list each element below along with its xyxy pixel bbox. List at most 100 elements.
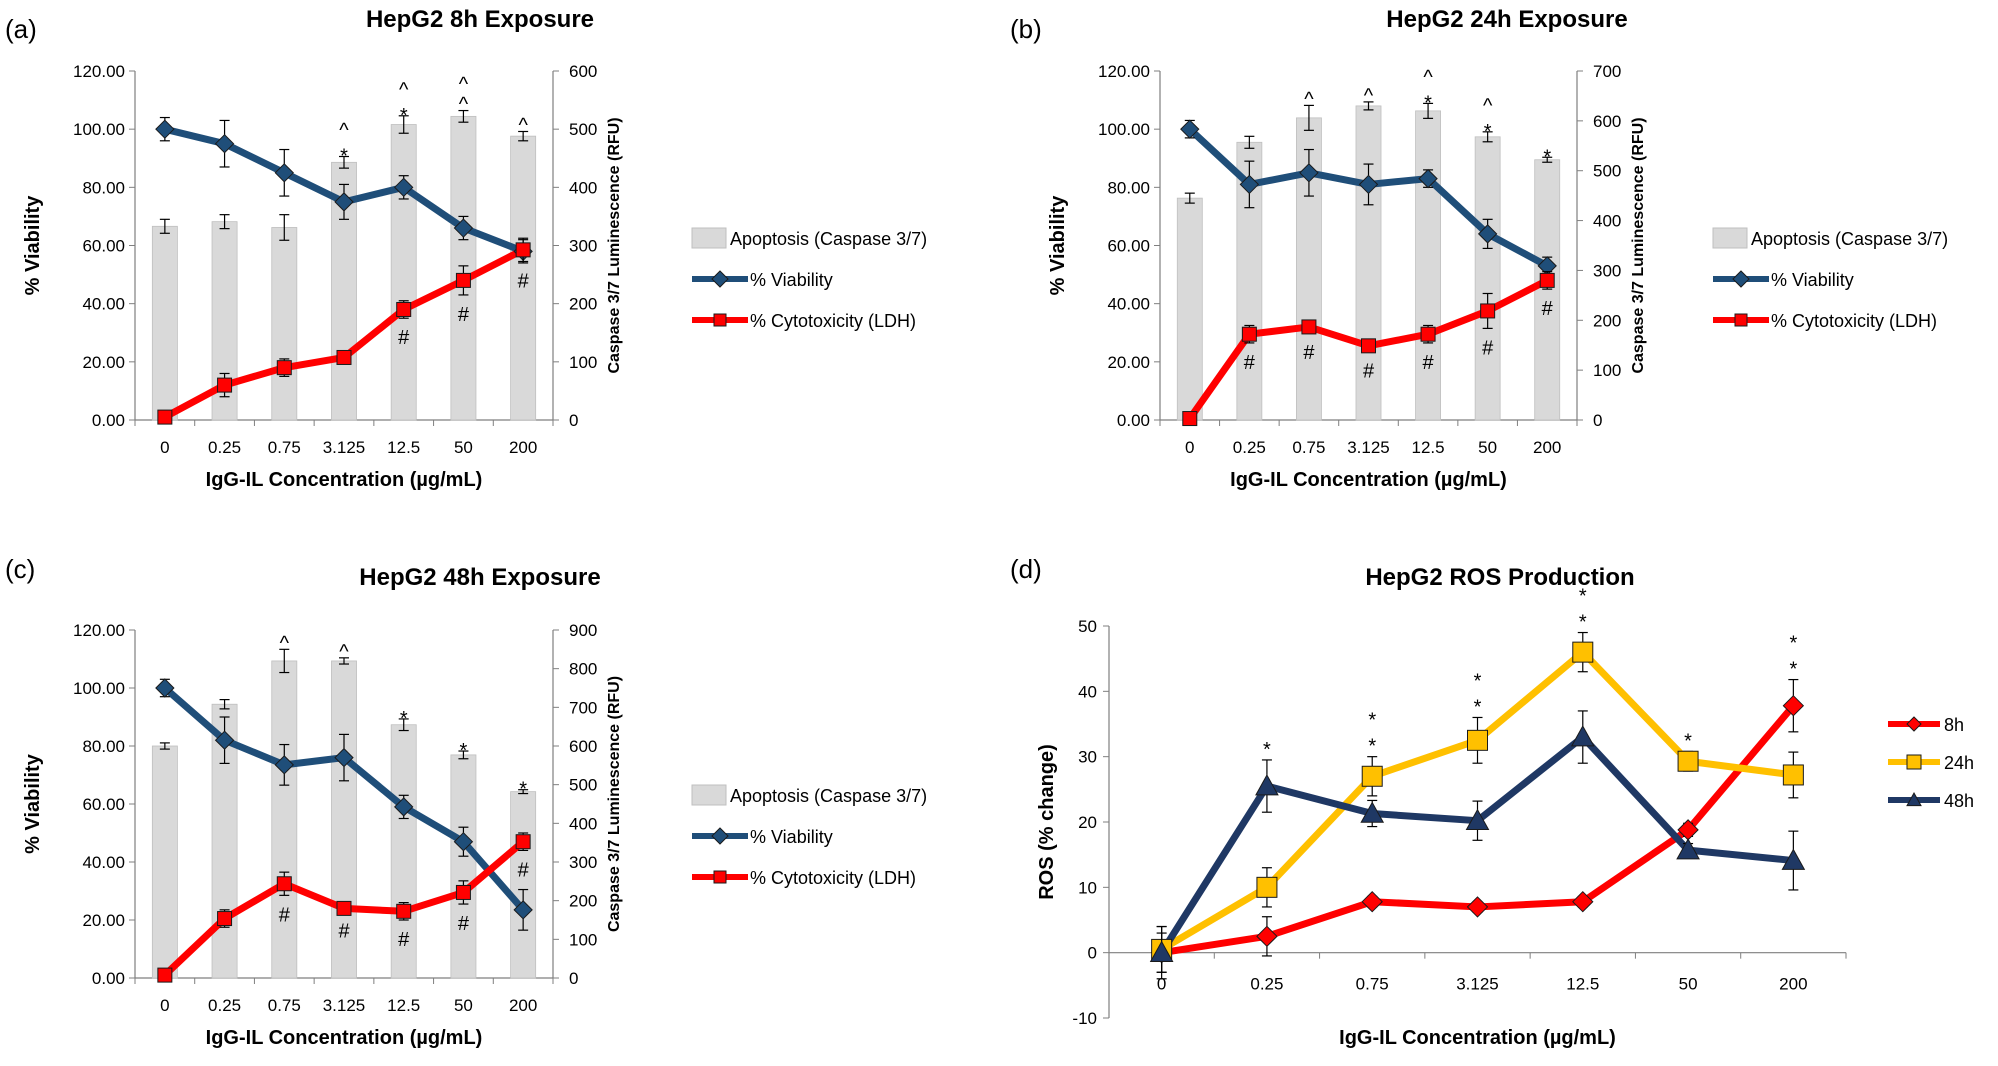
legend-label-cytotoxicity: % Cytotoxicity (LDH): [1771, 311, 1937, 331]
legend-label-viability: % Viability: [1771, 270, 1854, 290]
apoptosis-error-bar: [339, 657, 349, 665]
significance-marker: #: [398, 929, 410, 951]
legend: Apoptosis (Caspase 3/7) % Viability % Cyto…: [1712, 227, 1948, 331]
y-tick-label: 80.00: [82, 178, 125, 197]
ros-point-8h: [1361, 890, 1383, 913]
x-tick-label: 0.25: [208, 996, 241, 1015]
apoptosis-bar: [510, 135, 537, 421]
legend-marker-8h: [1906, 716, 1922, 732]
significance-marker: *: [1789, 633, 1797, 655]
viability-point: [394, 177, 414, 198]
x-tick-label: 12.5: [387, 438, 420, 457]
y2-tick-label: 700: [569, 698, 597, 717]
apoptosis-bar: [331, 660, 357, 979]
y-tick-label: 40.00: [82, 853, 125, 872]
panel-3: (d) HepG2 ROS Production -10 0 10 20 30 40 50 0 0.…: [1010, 554, 1974, 1049]
apoptosis-error-bar: [1244, 135, 1255, 149]
legend-label-cytotoxicity: % Cytotoxicity (LDH): [750, 311, 916, 331]
significance-marker: *: [1579, 586, 1587, 608]
y2-tick-label: 800: [569, 660, 597, 679]
significance-marker: ^: [280, 632, 290, 654]
x-tick-label: 3.125: [1347, 438, 1390, 457]
cytotoxicity-point: [1361, 338, 1376, 354]
ros-point-8h: [1572, 890, 1594, 913]
y2-tick-label: 200: [569, 892, 597, 911]
x-tick-label: 0.75: [268, 996, 301, 1015]
y-tick-label: 40.00: [82, 295, 125, 314]
significance-marker: ^: [1423, 66, 1433, 88]
cytotoxicity-point: [276, 876, 292, 892]
viability-point: [214, 134, 235, 154]
y2-tick-label: 500: [1593, 162, 1621, 181]
x-tick-label: 3.125: [323, 438, 366, 457]
cytotoxicity-point: [515, 242, 531, 258]
y-tick-label: 100.00: [73, 120, 125, 139]
y-tick-label: 80.00: [82, 737, 125, 756]
significance-marker: #: [1542, 298, 1554, 320]
significance-marker: #: [279, 904, 291, 926]
ros-point-24h: [1467, 729, 1488, 751]
apoptosis-error-bar: [518, 789, 529, 795]
panel-label: (a): [5, 14, 37, 44]
legend-label-cytotoxicity: % Cytotoxicity (LDH): [750, 868, 916, 888]
significance-marker: #: [518, 859, 530, 881]
viability-point: [453, 218, 474, 238]
x-tick-label: 200: [1779, 975, 1807, 994]
x-tick-label: 0: [160, 438, 169, 457]
y2-tick-label: 200: [569, 295, 597, 314]
ros-point-24h: [1677, 750, 1699, 772]
apoptosis-error-bar: [339, 155, 349, 169]
apoptosis-bar: [1474, 136, 1501, 421]
significance-marker: *: [460, 740, 468, 762]
cytotoxicity-point: [157, 409, 173, 425]
ros-point-8h: [1782, 694, 1805, 717]
legend-marker-24h: [1906, 754, 1922, 770]
chart-title: HepG2 48h Exposure: [359, 564, 600, 591]
x-tick-label: 50: [1679, 975, 1698, 994]
significance-marker: #: [1244, 352, 1256, 374]
ros-line-48h: [1158, 733, 1794, 955]
y-tick-label: 120.00: [73, 621, 125, 640]
apoptosis-bar: [390, 124, 417, 421]
y-tick-label: 20.00: [1107, 353, 1150, 372]
significance-marker: #: [1482, 337, 1494, 359]
x-tick-label: 12.5: [1412, 438, 1445, 457]
y-tick-label: 60.00: [82, 237, 125, 256]
significance-marker: *: [1474, 670, 1482, 692]
apoptosis-error-bar: [1303, 104, 1314, 131]
significance-marker: #: [1303, 342, 1315, 364]
apoptosis-error-bar: [279, 648, 290, 674]
cytotoxicity-point: [455, 884, 471, 900]
y-tick-label: 100.00: [1098, 120, 1150, 139]
apoptosis-error-bar: [1184, 192, 1195, 204]
viability-point: [155, 678, 175, 698]
significance-marker: *: [1368, 710, 1376, 732]
ros-point-48h: [1465, 808, 1490, 830]
apoptosis-error-bar: [1542, 156, 1553, 163]
y-tick-label: 20: [1078, 813, 1097, 832]
legend-label-24h: 24h: [1944, 753, 1974, 773]
cytotoxicity-point: [1241, 326, 1257, 342]
legend-label-48h: 48h: [1944, 791, 1974, 811]
viability-point: [513, 900, 533, 920]
legend-label-viability: % Viability: [750, 270, 833, 290]
ros-point-24h: [1256, 876, 1278, 898]
significance-marker: ^: [1364, 85, 1374, 107]
significance-marker: #: [1363, 361, 1375, 383]
apoptosis-error-bar: [279, 214, 290, 241]
y-tick-label: 60.00: [1107, 237, 1150, 256]
cytotoxicity-point: [1182, 411, 1198, 427]
viability-point: [274, 163, 294, 183]
y2-axis-title: Caspase 3/7 Luminescence (RFU): [1630, 117, 1647, 373]
legend-marker-viability: [711, 270, 729, 288]
y-tick-label: -10: [1072, 1009, 1097, 1028]
significance-marker: *: [1789, 659, 1797, 681]
significance-marker: *: [1424, 92, 1432, 114]
legend-swatch-apoptosis: [691, 227, 727, 249]
x-tick-label: 3.125: [1456, 975, 1499, 994]
viability-point: [214, 730, 235, 750]
x-tick-label: 0.25: [1250, 975, 1283, 994]
cytotoxicity-point: [396, 903, 412, 919]
cytotoxicity-point: [1480, 303, 1496, 319]
